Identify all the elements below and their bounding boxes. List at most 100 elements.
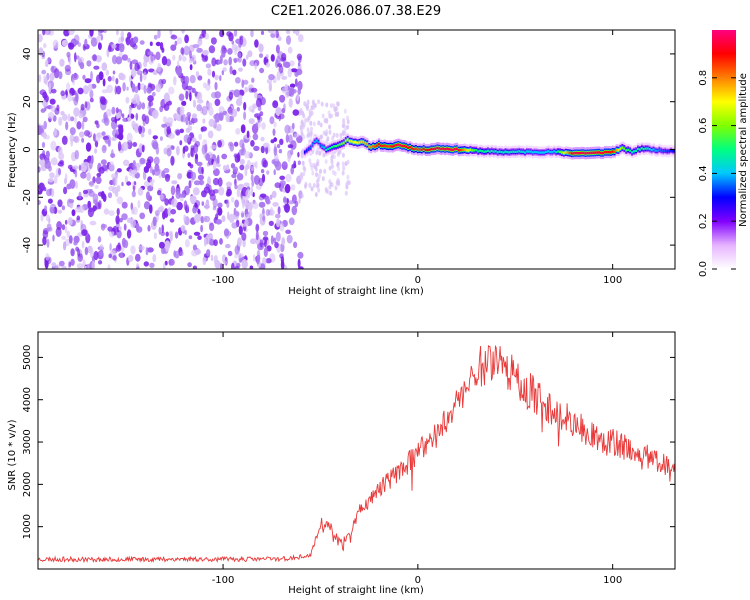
spectrogram-track-cell <box>360 140 363 143</box>
spectrogram-track-cell <box>395 143 398 147</box>
spectrogram-noise-cell <box>61 265 67 269</box>
spectrogram-noise-cell <box>87 207 94 218</box>
spectrogram-noise-cell <box>44 159 51 169</box>
spectrogram-noise-cell <box>183 214 187 223</box>
spectrogram-track-cell <box>485 150 488 153</box>
spectrogram-track-cell <box>426 148 429 152</box>
spectrogram-noise-cell <box>210 254 214 262</box>
spectrogram-noise-cell <box>135 253 141 262</box>
spectrogram-noise-cell <box>141 145 145 153</box>
spectrogram-noise-cell <box>128 108 132 118</box>
spectrogram-noise-cell <box>259 67 265 74</box>
spectrogram-noise-cell <box>90 37 98 47</box>
spectrogram-noise-cell <box>291 122 295 130</box>
spectrogram-noise-cell <box>250 238 257 245</box>
spectrogram-track-cell <box>333 145 336 148</box>
spectrogram-noise-cell <box>285 30 291 34</box>
spectrogram-noise-cell <box>215 213 219 221</box>
spectrogram-noise-cell <box>66 230 71 238</box>
spectrogram-noise-cell <box>65 121 69 131</box>
spectrogram-track-cell <box>547 150 550 153</box>
spectrogram-noise-cell <box>219 238 223 245</box>
spectrogram-noise-cell <box>198 179 205 186</box>
spectrogram-track-cell <box>564 151 568 154</box>
spectrogram-track-cell <box>337 144 340 147</box>
spectrogram-track-cell <box>502 151 505 154</box>
spectrogram-noise-cell <box>48 82 51 93</box>
spectrogram-noise-cell <box>258 177 264 187</box>
spectrogram-noise-cell <box>269 194 273 200</box>
spectrogram-noise-cell <box>254 39 259 48</box>
snr-panel: -100 0 100 1000 2000 3000 4000 5000 Height of … <box>7 331 676 596</box>
spectrogram-track-cell <box>325 148 328 151</box>
spectrogram-noise-cell <box>212 177 220 186</box>
spectrogram-noise-cell <box>127 254 134 263</box>
spectrogram-noise-cell <box>41 158 46 168</box>
spectrogram-noise-cell <box>143 201 151 210</box>
spectrogram-noise-cell <box>298 266 304 269</box>
snr-plot-frame <box>37 331 676 570</box>
spectrogram-noise-cell <box>290 68 298 73</box>
spectrogram-noise-cell <box>347 180 351 186</box>
spectrogram-noise-cell <box>334 106 338 112</box>
spectrogram-noise-cell <box>131 67 137 78</box>
spectrogram-noise-cell <box>178 93 185 101</box>
spectrogram-noise-cell <box>290 184 296 191</box>
colorbar-label: Normalized spectral amplitude <box>738 73 749 227</box>
spectrogram-track-cell <box>340 142 344 145</box>
spectrogram-noise-cell <box>228 107 234 115</box>
spectrogram-noise-cell <box>337 181 341 187</box>
spectrogram-noise-cell <box>255 223 260 232</box>
spectrogram-track-cell <box>368 145 371 148</box>
spectrogram-noise-cell <box>110 117 116 122</box>
spectrogram-noise-cell <box>290 149 294 156</box>
spectrogram-noise-cell <box>196 161 203 167</box>
spectrogram-noise-cell <box>234 245 240 255</box>
spectrogram-track-cell <box>428 148 431 152</box>
spectrogram-noise-cell <box>51 157 58 166</box>
spectrogram-noise-cell <box>232 57 240 63</box>
spectrogram-noise-cell <box>121 213 128 221</box>
spectrogram-noise-cell <box>234 49 238 55</box>
spectrogram-noise-cell <box>87 200 92 210</box>
spectrogram-noise-cell <box>275 161 282 171</box>
spectrogram-noise-cell <box>148 55 155 65</box>
spectrogram-noise-cell <box>252 192 255 198</box>
spectrogram-track-cell <box>432 147 435 151</box>
spectrogram-track-cell <box>463 148 466 151</box>
colorbar-tick-label: 0.6 <box>698 118 709 134</box>
spectrogram-noise-cell <box>112 255 117 261</box>
spectrogram-noise-cell <box>266 199 271 205</box>
spectrogram-noise-cell <box>281 53 287 61</box>
spectrogram-noise-cell <box>330 182 334 188</box>
spectrogram-track-cell <box>488 150 492 153</box>
spectrogram-noise-cell <box>215 219 222 225</box>
spectrogram-track-cell <box>545 150 548 153</box>
spectrogram-noise-cell <box>193 180 201 186</box>
spectrogram-noise-cell <box>179 106 185 116</box>
spectrogram-noise-cell <box>97 191 104 197</box>
spectrogram-noise-region <box>38 30 351 269</box>
spectrogram-track-cell <box>559 150 562 154</box>
spectrogram-noise-cell <box>219 75 222 82</box>
spectrogram-noise-cell <box>239 36 244 46</box>
spectrogram-noise-cell <box>184 34 190 44</box>
x-tick-label: -100 <box>212 575 235 586</box>
spectrogram-noise-cell <box>150 182 154 187</box>
y-tick-label: 3000 <box>22 429 33 454</box>
spectrogram-track-cell <box>574 151 577 155</box>
spectrogram-noise-cell <box>219 263 223 269</box>
spectrogram-noise-cell <box>144 115 150 125</box>
spectrogram-noise-cell <box>163 147 167 154</box>
spectrogram-noise-cell <box>261 122 266 130</box>
spectrogram-noise-cell <box>205 63 212 69</box>
spectrogram-noise-cell <box>207 176 211 186</box>
spectrogram-noise-cell <box>279 175 286 180</box>
spectrogram-track-cell <box>504 150 507 153</box>
spectrogram-noise-cell <box>93 199 98 205</box>
spectrogram-noise-cell <box>214 74 219 81</box>
spectrogram-noise-cell <box>86 60 92 67</box>
spectrogram-track-cell <box>465 149 468 152</box>
spectrogram-noise-cell <box>51 188 55 198</box>
spectrogram-noise-cell <box>88 160 93 170</box>
